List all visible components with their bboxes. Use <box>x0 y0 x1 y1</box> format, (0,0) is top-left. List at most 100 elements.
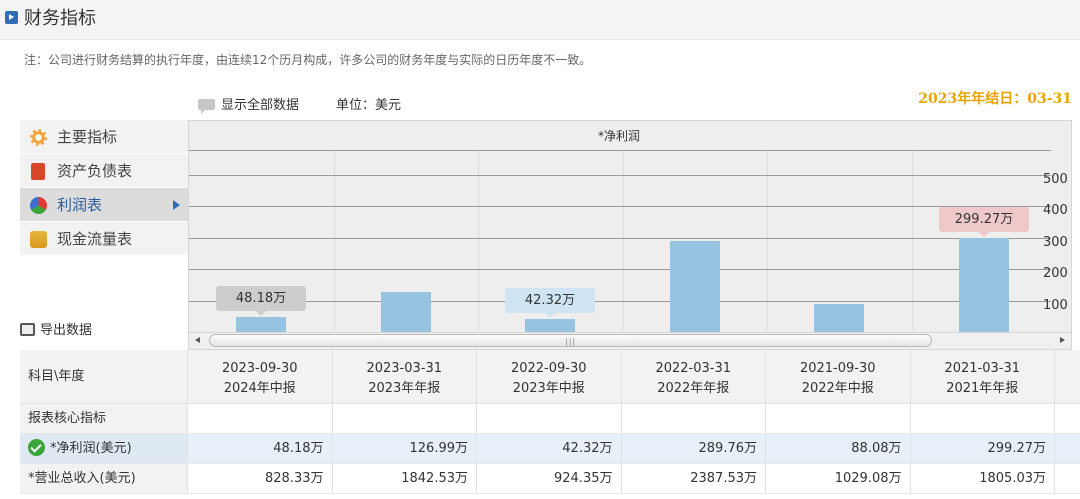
table-cell: 42.32万 <box>477 434 622 463</box>
empty-cell <box>333 404 477 433</box>
column-date: 2023-09-30 <box>221 361 298 376</box>
export-label: 导出数据 <box>40 323 93 338</box>
empty-cell <box>477 404 622 433</box>
table-cell: 2387.53万 <box>622 464 766 493</box>
column-date: 2021-03-31 <box>944 361 1021 376</box>
coins-icon <box>30 231 47 248</box>
column-date: 2021-09-30 <box>799 361 876 376</box>
y-tick-label: 200 <box>1043 266 1068 281</box>
table-row[interactable]: *营业总收入(美元) 828.33万 1842.53万 924.35万 2387.53万… <box>20 464 1080 494</box>
column-header: 2021-09-30 2022年中报 <box>766 350 911 403</box>
menu-item-cash-flow[interactable]: 现金流量表 <box>20 222 188 256</box>
row-label-text: *净利润(美元) <box>50 441 132 456</box>
empty-cell <box>911 404 1055 433</box>
unit-label: 单位：美元 <box>336 98 402 113</box>
export-data-button[interactable]: 导出数据 <box>20 322 92 340</box>
column-period: 2023年年报 <box>368 381 441 396</box>
column-period: 2023年中报 <box>512 381 585 396</box>
column-period: 2024年中报 <box>223 381 296 396</box>
table-cell: 1842.53万 <box>333 464 477 493</box>
y-tick-label: 500 <box>1043 172 1068 187</box>
table-cell: 48.18万 <box>188 434 333 463</box>
row-label: *净利润(美元) <box>20 434 188 463</box>
chart-scrollbar[interactable]: ||| <box>189 332 1071 348</box>
scrollbar-thumb[interactable]: ||| <box>209 334 932 347</box>
chart-gridline <box>189 206 1051 207</box>
menu-item-label: 主要指标 <box>57 128 118 146</box>
table-cell: 126.99万 <box>333 434 477 463</box>
chart-gridline <box>189 150 1051 151</box>
grip-icon: ||| <box>565 337 577 346</box>
row-label: *营业总收入(美元) <box>20 464 188 493</box>
table-cell: 1805.03万 <box>911 464 1055 493</box>
chart-column-divider <box>478 150 479 330</box>
section-label: 报表核心指标 <box>20 404 188 433</box>
table-corner-label: 科目\年度 <box>20 350 188 403</box>
chevron-right-icon <box>173 200 180 210</box>
table-header-row: 科目\年度 2023-09-30 2024年中报 2023-03-31 2023年年报 2… <box>20 350 1080 404</box>
bar-2021-09-30[interactable] <box>814 304 864 332</box>
table-row[interactable]: *净利润(美元) 48.18万 126.99万 42.32万 289.76万 88.08万… <box>20 434 1080 464</box>
column-period: 2021年年报 <box>946 381 1019 396</box>
chart-title: *净利润 <box>597 129 640 143</box>
scroll-left-icon[interactable] <box>195 337 200 343</box>
empty-cell <box>766 404 911 433</box>
table-cell: 88.08万 <box>766 434 911 463</box>
menu-item-label: 现金流量表 <box>57 230 133 248</box>
menu-item-label: 资产负债表 <box>57 162 133 180</box>
column-header: 2022-09-30 2023年中报 <box>477 350 622 403</box>
gear-icon <box>30 129 47 146</box>
data-label: 299.27万 <box>939 207 1029 237</box>
empty-cell <box>622 404 766 433</box>
fiscal-year-note: 注：公司进行财务结算的执行年度，由连续12个历月构成，许多公司的财务年度与实际的… <box>24 53 592 67</box>
page-header: 财务指标 <box>0 0 1080 40</box>
data-label: 42.32万 <box>505 288 595 318</box>
column-header: 2023-03-31 2023年年报 <box>333 350 477 403</box>
menu-item-balance-sheet[interactable]: 资产负债表 <box>20 154 188 188</box>
chart-column-divider <box>912 150 913 330</box>
chart-column-divider <box>767 150 768 330</box>
menu-item-income-statement[interactable]: 利润表 <box>20 188 188 222</box>
column-header: 2023-09-30 2024年中报 <box>188 350 333 403</box>
bar-2023-03-31[interactable] <box>381 292 431 332</box>
column-header: 2022-03-31 2022年年报 <box>622 350 766 403</box>
show-all-data-toggle[interactable]: 显示全部数据 <box>198 97 299 115</box>
show-all-label: 显示全部数据 <box>221 98 300 113</box>
bar-2021-03-31[interactable] <box>959 238 1009 332</box>
table-section-row: 报表核心指标 <box>20 404 1080 434</box>
menu-item-main-indicators[interactable]: 主要指标 <box>20 120 188 154</box>
bar-2022-03-31[interactable] <box>670 241 720 332</box>
pie-chart-icon <box>30 197 47 214</box>
table-cell: 1029.08万 <box>766 464 911 493</box>
data-label: 48.18万 <box>216 286 306 316</box>
empty-cell <box>188 404 333 433</box>
check-icon <box>28 439 45 456</box>
bar-2023-09-30[interactable] <box>236 317 286 332</box>
y-tick-label: 100 <box>1043 298 1068 313</box>
chart-gridline <box>189 301 1051 302</box>
scroll-right-icon[interactable] <box>1060 337 1065 343</box>
chart-column-divider <box>623 150 624 330</box>
fiscal-year-end: 2023年年结日：03-31 <box>918 91 1072 107</box>
section-arrow-icon <box>5 11 18 24</box>
menu-item-label: 利润表 <box>57 196 103 214</box>
column-date: 2022-03-31 <box>655 361 732 376</box>
financial-table: 科目\年度 2023-09-30 2024年中报 2023-03-31 2023年年报 2… <box>20 350 1080 494</box>
table-cell: 924.35万 <box>477 464 622 493</box>
net-profit-chart: *净利润 ||| 100 200 300 400 500 48.18万 42.32万 299.… <box>188 120 1072 350</box>
table-cell: 828.33万 <box>188 464 333 493</box>
table-cell: 289.76万 <box>622 434 766 463</box>
comment-icon <box>198 99 215 114</box>
bar-2022-09-30[interactable] <box>525 319 575 332</box>
chart-gridline <box>189 238 1051 239</box>
column-date: 2023-03-31 <box>366 361 443 376</box>
column-header: 2021-03-31 2021年年报 <box>911 350 1055 403</box>
chart-gridline <box>189 269 1051 270</box>
row-label-text: *营业总收入(美元) <box>28 471 136 486</box>
column-period: 2022年年报 <box>657 381 730 396</box>
export-icon <box>20 323 35 336</box>
y-tick-label: 400 <box>1043 203 1068 218</box>
document-icon <box>31 163 45 180</box>
column-period: 2022年中报 <box>801 381 874 396</box>
page-title: 财务指标 <box>24 8 96 29</box>
